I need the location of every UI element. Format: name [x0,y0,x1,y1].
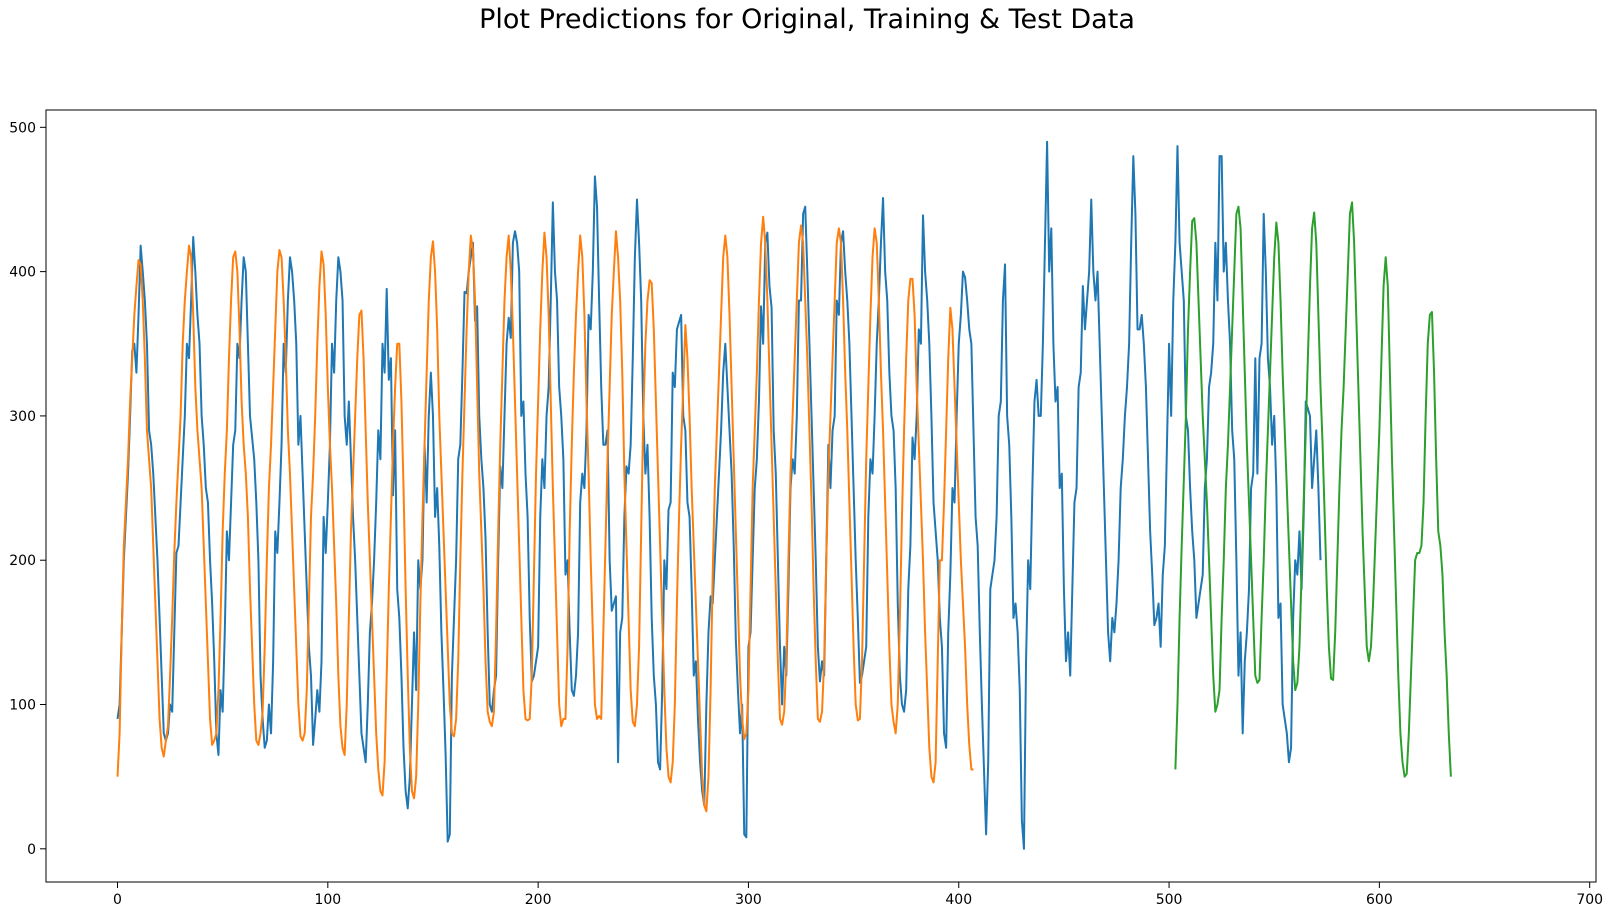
y-tick-label: 200 [9,553,36,569]
y-tick-label: 300 [9,409,36,425]
x-tick-label: 200 [525,892,552,908]
x-tick-label: 0 [113,892,122,908]
series-layer [118,142,1451,849]
y-tick-label: 400 [9,265,36,281]
x-tick-label: 400 [945,892,972,908]
y-tick-label: 0 [27,842,36,858]
y-tick-label: 500 [9,120,36,136]
x-tick-label: 600 [1366,892,1393,908]
plot-frame [46,110,1596,882]
series-line-1 [118,142,1321,849]
x-tick-label: 500 [1156,892,1183,908]
y-tick-label: 100 [9,698,36,714]
x-tick-label: 700 [1576,892,1603,908]
x-tick-label: 300 [735,892,762,908]
x-tick-label: 100 [314,892,341,908]
